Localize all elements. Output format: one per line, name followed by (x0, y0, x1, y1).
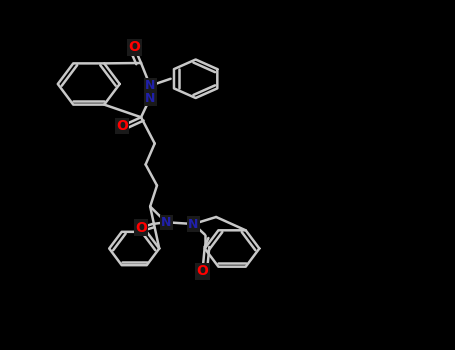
Text: O: O (116, 119, 128, 133)
Text: N: N (145, 91, 155, 105)
Text: N: N (161, 216, 171, 229)
Text: O: O (197, 264, 208, 278)
Text: N: N (188, 217, 198, 231)
Text: O: O (135, 220, 147, 234)
Text: O: O (128, 40, 140, 54)
Text: N: N (145, 79, 155, 92)
